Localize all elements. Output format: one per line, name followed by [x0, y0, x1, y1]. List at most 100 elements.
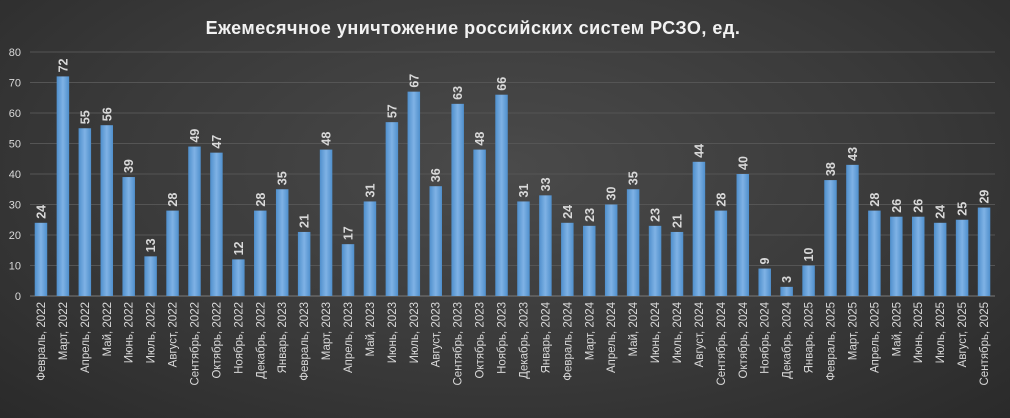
- x-tick-label: Июль, 2024: [672, 301, 684, 363]
- data-label: 67: [407, 74, 421, 88]
- x-tick-label: Ноябрь, 2024: [760, 301, 772, 373]
- x-tick-label: Январь, 2025: [804, 302, 816, 373]
- data-label: 23: [583, 208, 597, 222]
- bar: [188, 146, 201, 296]
- x-tick-label: Август, 2024: [694, 301, 706, 367]
- x-tick-label: Декабрь, 2024: [782, 301, 794, 378]
- bar: [561, 222, 574, 296]
- data-label: 10: [802, 248, 816, 262]
- x-tick-label: Октябрь, 2023: [475, 302, 487, 379]
- x-tick-label: Август, 2025: [957, 302, 969, 367]
- bar: [539, 195, 552, 296]
- x-tick-label: Май, 2024: [628, 301, 640, 356]
- x-tick-label: Июнь, 2023: [387, 302, 399, 363]
- data-label: 31: [363, 183, 377, 197]
- data-label: 26: [912, 199, 926, 213]
- bar: [802, 265, 815, 296]
- x-tick-label: Март, 2025: [847, 302, 859, 360]
- data-label: 26: [890, 199, 904, 213]
- x-tick-label: Апрель, 2025: [869, 302, 881, 373]
- bar: [385, 122, 399, 297]
- x-tick-label: Июнь, 2024: [650, 301, 662, 363]
- bar: [846, 164, 859, 296]
- bar: [955, 219, 969, 296]
- bar: [429, 186, 442, 296]
- data-label: 3: [780, 276, 794, 283]
- data-label: 28: [254, 193, 268, 207]
- x-tick-label: Февраль, 2022: [36, 302, 48, 381]
- bar: [604, 204, 618, 296]
- x-tick-label: Март, 2024: [584, 301, 596, 360]
- x-tick-label: Март, 2022: [58, 302, 70, 360]
- data-label: 21: [670, 214, 684, 228]
- bar: [890, 216, 903, 296]
- bar: [714, 210, 728, 296]
- bar: [868, 210, 881, 296]
- data-label: 44: [692, 144, 706, 158]
- data-label: 28: [868, 193, 882, 207]
- x-tick-label: Октябрь, 2022: [211, 302, 223, 379]
- data-label: 56: [100, 107, 114, 121]
- x-tick-label: Февраль, 2024: [562, 301, 574, 380]
- bar: [780, 286, 793, 296]
- bar: [341, 244, 355, 296]
- x-tick-label: Сентябрь, 2023: [453, 302, 465, 386]
- bar: [254, 210, 267, 296]
- bar: [692, 161, 706, 296]
- bar: [78, 128, 92, 296]
- bar: [319, 149, 333, 296]
- x-tick-label: Июль, 2022: [146, 302, 158, 363]
- data-label: 72: [56, 58, 70, 72]
- bar: [275, 189, 289, 296]
- bar: [933, 222, 947, 296]
- x-tick-label: Июнь, 2025: [913, 302, 925, 363]
- data-label: 35: [627, 171, 641, 185]
- data-label: 21: [298, 214, 312, 228]
- bar: [977, 207, 991, 296]
- x-tick-label: Сентябрь, 2024: [716, 301, 728, 385]
- x-tick-label: Ноябрь, 2022: [233, 302, 245, 374]
- data-label: 30: [605, 187, 619, 201]
- x-tick-label: Апрель, 2023: [343, 302, 355, 373]
- data-label: 48: [473, 132, 487, 146]
- data-label: 28: [166, 193, 180, 207]
- data-label: 33: [539, 177, 553, 191]
- bar: [56, 76, 70, 297]
- bar: [495, 94, 508, 296]
- bar: [363, 201, 377, 296]
- data-label: 57: [385, 104, 399, 118]
- y-tick-label: 60: [9, 108, 21, 120]
- data-label: 24: [934, 205, 948, 219]
- data-label: 40: [736, 156, 750, 170]
- bar: [166, 210, 179, 296]
- x-tick-label: Июль, 2023: [409, 302, 421, 363]
- data-label: 13: [144, 238, 158, 252]
- bar: [232, 259, 245, 296]
- bar: [911, 216, 925, 296]
- data-label: 28: [714, 193, 728, 207]
- bar: [473, 149, 486, 296]
- data-label: 55: [78, 110, 92, 124]
- x-tick-label: Декабрь, 2022: [255, 302, 267, 379]
- data-label: 24: [34, 205, 48, 219]
- y-tick-label: 40: [9, 169, 21, 181]
- data-label: 47: [210, 135, 224, 149]
- x-tick-label: Май, 2023: [365, 302, 377, 357]
- bar: [626, 189, 640, 296]
- bar: [407, 91, 421, 297]
- y-tick-label: 10: [9, 261, 21, 273]
- data-label: 31: [517, 183, 531, 197]
- y-tick-label: 50: [9, 139, 21, 151]
- bar: [648, 225, 662, 296]
- x-tick-label: Май, 2025: [891, 302, 903, 357]
- data-label: 24: [561, 205, 575, 219]
- data-label: 63: [451, 86, 465, 100]
- bar: [583, 225, 596, 296]
- chart-title: Ежемесячное уничтожение российских систе…: [206, 18, 741, 38]
- bar: [824, 180, 837, 296]
- x-tick-label: Январь, 2023: [277, 302, 289, 373]
- bar: [670, 231, 684, 296]
- x-tick-label: Апрель, 2024: [606, 301, 618, 373]
- data-label: 49: [188, 129, 202, 143]
